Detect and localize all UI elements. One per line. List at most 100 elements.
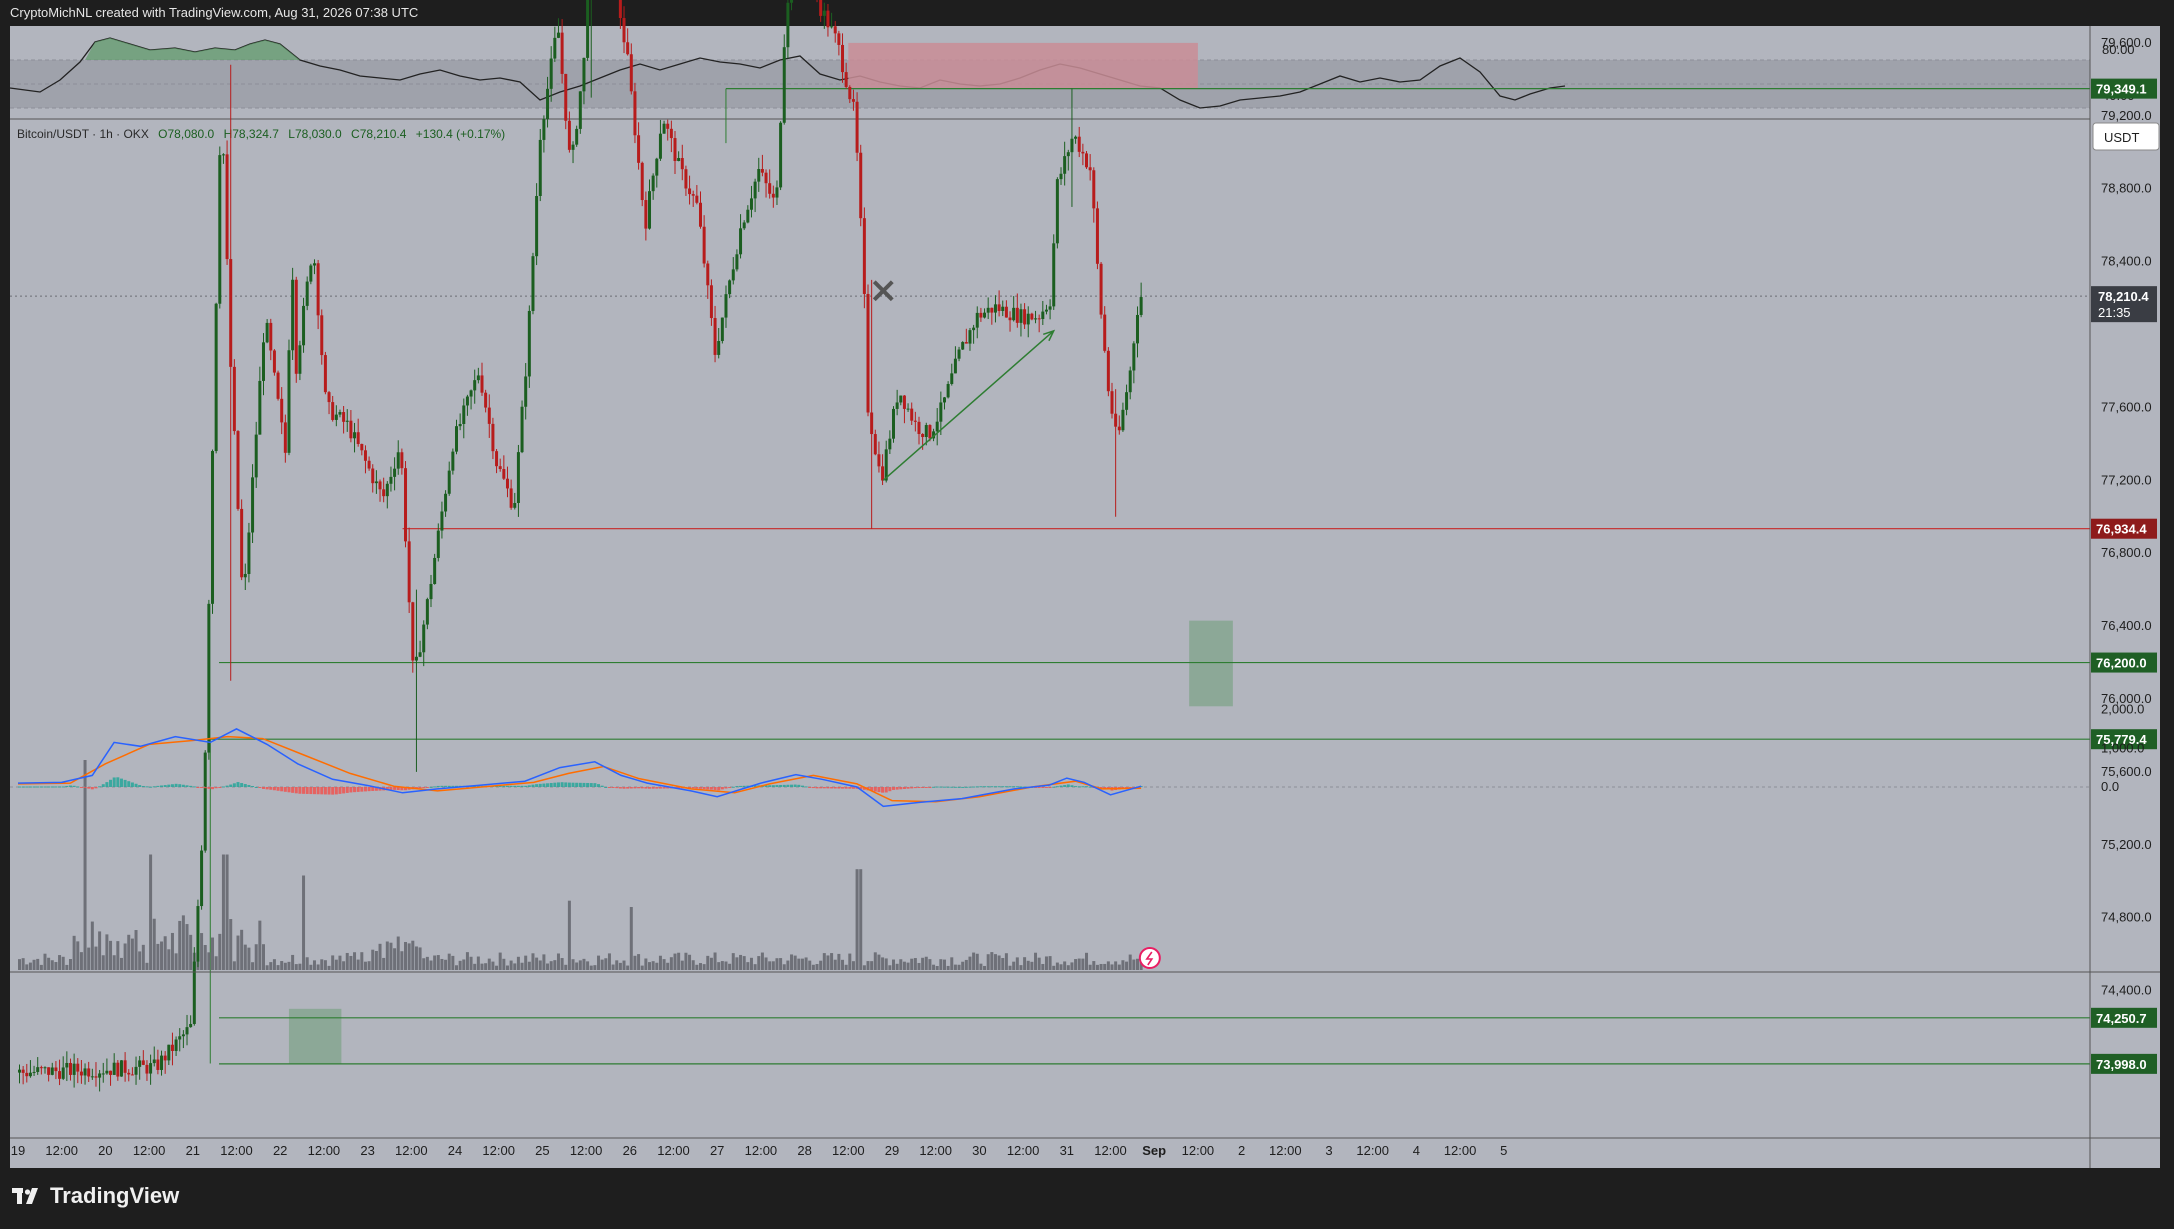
macd-histogram-bar (1001, 786, 1005, 788)
candle-body (98, 1073, 102, 1078)
volume-bar (797, 958, 801, 970)
volume-bar (979, 963, 983, 970)
macd-histogram-bar (447, 785, 451, 787)
macd-histogram-bar (170, 784, 174, 787)
volume-bar (877, 954, 881, 970)
volume-bar (181, 915, 185, 970)
candle-body (316, 263, 320, 316)
candle-body (447, 470, 451, 494)
volume-bar (39, 964, 43, 970)
time-tick: 12:00 (133, 1143, 166, 1158)
candle-body (287, 350, 291, 453)
macd-histogram-bar (163, 785, 167, 787)
macd-histogram-bar (586, 782, 590, 787)
volume-bar (764, 957, 768, 970)
volume-bar (189, 934, 193, 970)
candle-body (513, 502, 517, 508)
volume-bar (549, 961, 553, 970)
flash-alert-icon[interactable] (1138, 947, 1161, 969)
macd-histogram-bar (185, 785, 189, 787)
volume-bar (487, 958, 491, 970)
macd-histogram-bar (502, 785, 506, 787)
volume-bar (946, 965, 950, 970)
volume-bar (637, 954, 641, 970)
macd-histogram-bar (972, 786, 976, 788)
macd-histogram-bar (149, 786, 153, 788)
candle-body (953, 358, 957, 374)
price-tick: 75,600.0 (2101, 764, 2152, 779)
volume-bar (680, 960, 684, 970)
rsi-overbought-fill (85, 38, 300, 60)
candle-body (433, 557, 437, 584)
candle-body (174, 1039, 178, 1051)
macd-histogram-bar (549, 782, 553, 787)
volume-bar (746, 962, 750, 970)
tradingview-logo[interactable]: TradingView (12, 1183, 179, 1209)
time-tick: 21 (186, 1143, 200, 1158)
candle-body (163, 1055, 167, 1061)
volume-bar (648, 962, 652, 970)
volume-bar (709, 957, 713, 970)
volume-bar (1128, 954, 1132, 970)
currency-badge[interactable]: USDT (2092, 122, 2160, 151)
macd-histogram-bar (192, 786, 196, 788)
time-tick: 29 (885, 1143, 899, 1158)
macd-histogram-bar (939, 786, 943, 788)
volume-bar (203, 945, 207, 970)
candle-body (178, 1036, 182, 1040)
candle-body (972, 327, 976, 331)
volume-bar (556, 953, 560, 970)
candle-body (334, 414, 338, 420)
candle-body (276, 372, 280, 399)
candle-body (1106, 350, 1110, 392)
price-tick: 76,400.0 (2101, 618, 2152, 633)
candle-body (629, 54, 633, 92)
volume-bar (819, 960, 823, 970)
current-price-countdown: 21:35 (2098, 305, 2131, 320)
macd-histogram-bar (105, 782, 109, 787)
level-badge-1 (2091, 518, 2157, 539)
time-axis[interactable]: 19 12:00 20 12:00 21 12:00 22 12:00 23 12:00 24 12:… (11, 1143, 1508, 1158)
level-badge-0 (2091, 78, 2157, 99)
price-tick: 79,200.0 (2101, 108, 2152, 123)
volume-bar (1070, 962, 1074, 970)
time-tick: 12:00 (570, 1143, 603, 1158)
volume-bar (892, 959, 895, 970)
macd-histogram-bar (877, 787, 881, 793)
macd-histogram-bar (516, 785, 520, 787)
macd-histogram-bar (728, 787, 732, 788)
volume-bar (771, 961, 775, 970)
macd-histogram-bar (291, 787, 295, 793)
macd-histogram-bar (138, 785, 142, 787)
volume-bar (61, 956, 65, 970)
macd-histogram-bar (436, 785, 440, 787)
macd-histogram-bar (251, 786, 255, 788)
macd-histogram-bar (444, 785, 448, 787)
macd-histogram-bar (309, 787, 313, 795)
candle-body (90, 1076, 94, 1078)
macd-histogram-bar (385, 787, 389, 791)
volume-bar (698, 963, 702, 970)
volume-bar (458, 960, 462, 970)
candle-body (822, 10, 826, 16)
macd-histogram-bar (786, 784, 790, 787)
macd-histogram-bar (109, 779, 113, 787)
volume-bar (1023, 957, 1027, 970)
zones-layer (288, 42, 1233, 1064)
candle-body (990, 307, 994, 313)
macd-histogram-bar (953, 786, 957, 788)
macd-tick: 1,000.0 (2101, 740, 2144, 755)
macd-histogram-bar (18, 786, 21, 788)
chart-frame[interactable] (10, 26, 2160, 1168)
macd-panel[interactable]: 2,000.0 1,000.0 0.0 (10, 702, 2144, 808)
macd-signal-line (17, 735, 1142, 803)
volume-bar (582, 958, 586, 970)
price-axis[interactable]: 81,200.080,800.080,400.080,000.079,600.0… (2091, 0, 2157, 998)
time-tick: 30 (972, 1143, 986, 1158)
macd-histogram-bar (509, 785, 513, 787)
volume-bar (58, 955, 62, 970)
macd-histogram-bar (221, 786, 225, 788)
candle-body (830, 26, 834, 28)
candle-body (702, 226, 706, 264)
